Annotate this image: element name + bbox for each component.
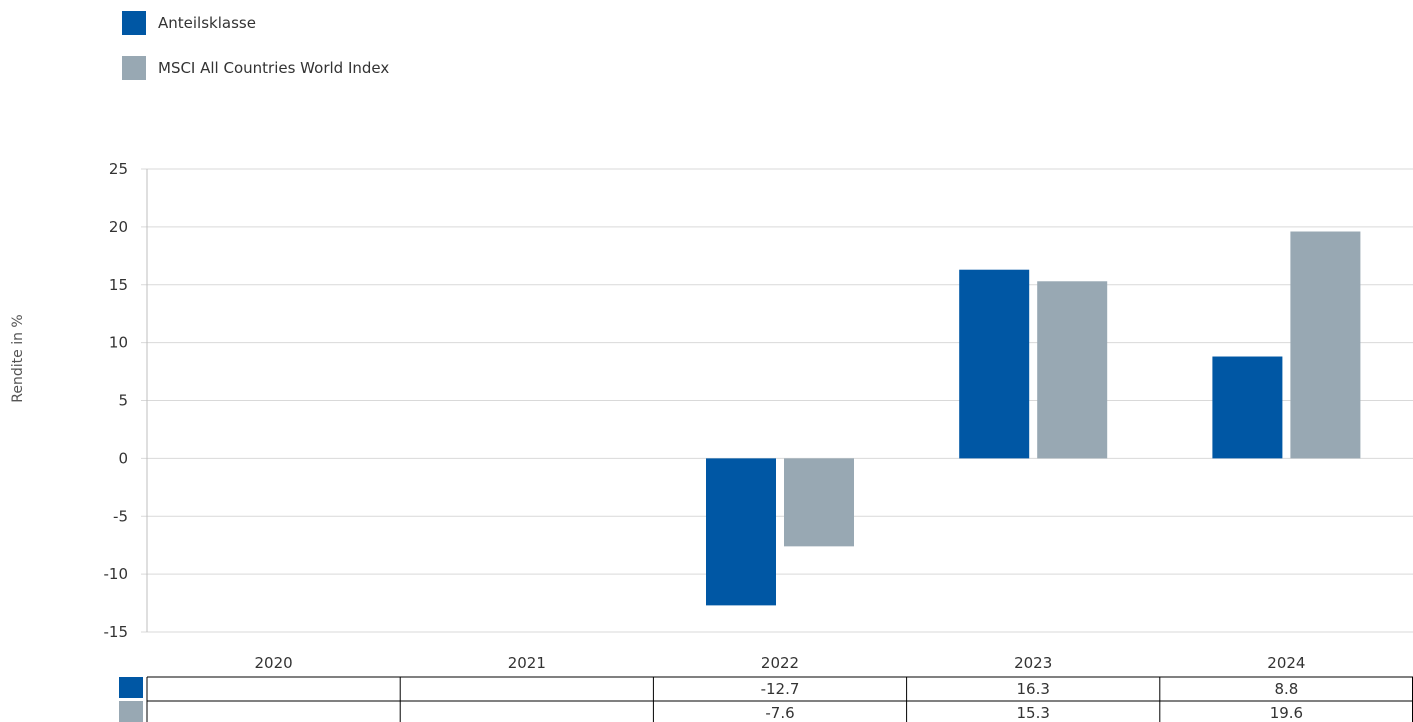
bar-2022-series-2 <box>784 458 854 547</box>
y-tick-label: -10 <box>104 565 129 583</box>
table-cell: 16.3 <box>1016 680 1049 698</box>
y-tick-label: 0 <box>118 449 128 467</box>
bar-2023-series-1 <box>959 269 1030 459</box>
table-cell: 8.8 <box>1274 680 1298 698</box>
bars <box>706 231 1361 606</box>
y-tick-label: -5 <box>113 507 128 525</box>
legend-swatch-anteilsklasse <box>122 11 146 35</box>
legend: Anteilsklasse MSCI All Countries World I… <box>122 11 389 101</box>
category-label: 2020 <box>255 654 293 672</box>
y-axis-title: Rendite in % <box>10 314 26 402</box>
table-cell: -7.6 <box>765 704 794 722</box>
bar-2023-series-2 <box>1037 281 1108 459</box>
legend-label-msci: MSCI All Countries World Index <box>158 59 390 77</box>
legend-item-anteilsklasse: Anteilsklasse <box>122 11 389 35</box>
category-label: 2024 <box>1267 654 1305 672</box>
y-tick-label: 10 <box>109 334 128 352</box>
bar-2022-series-1 <box>706 458 776 606</box>
table-row-swatch <box>119 701 143 722</box>
y-tick-label: 15 <box>109 276 128 294</box>
y-tick-label: 5 <box>118 392 128 410</box>
bar-2024-series-2 <box>1290 231 1361 459</box>
category-label: 2021 <box>508 654 546 672</box>
bar-2024-series-1 <box>1212 356 1283 459</box>
table-row-swatch <box>119 677 143 698</box>
table-cell: 19.6 <box>1270 704 1303 722</box>
y-tick-label: 20 <box>109 218 128 236</box>
category-label: 2022 <box>761 654 799 672</box>
legend-item-msci: MSCI All Countries World Index <box>122 56 389 80</box>
data-table: -12.7 16.3 8.8 -7.6 15.3 19.6 <box>119 676 1413 722</box>
y-axis-tick-labels: 25 20 15 10 5 0 -5 -10 -15 <box>104 160 129 641</box>
legend-label-anteilsklasse: Anteilsklasse <box>158 14 256 32</box>
y-tick-label: -15 <box>104 623 129 641</box>
gridlines <box>141 168 1413 633</box>
table-cell: 15.3 <box>1016 704 1049 722</box>
y-tick-label: 25 <box>109 160 128 178</box>
category-labels: 2020 2021 2022 2023 2024 <box>255 654 1306 672</box>
category-label: 2023 <box>1014 654 1052 672</box>
legend-swatch-msci <box>122 56 146 80</box>
table-cell: -12.7 <box>761 680 800 698</box>
